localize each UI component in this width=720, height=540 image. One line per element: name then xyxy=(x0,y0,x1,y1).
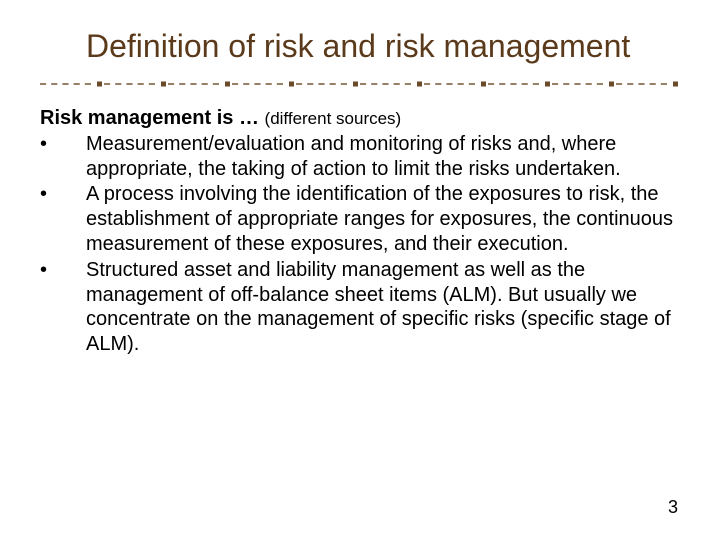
bullet-marker: • xyxy=(40,182,86,207)
slide-title: Definition of risk and risk management xyxy=(86,28,646,65)
bullet-marker: • xyxy=(40,132,86,157)
slide: Definition of risk and risk management R… xyxy=(0,0,720,540)
intro-lead: Risk management is … xyxy=(40,107,265,129)
divider-svg xyxy=(40,79,680,89)
intro-sub: (different sources) xyxy=(265,109,402,128)
bullet-marker: • xyxy=(40,258,86,283)
bullet-list: • Measurement/evaluation and monitoring … xyxy=(40,132,690,357)
page-number: 3 xyxy=(668,497,678,518)
list-item: • Measurement/evaluation and monitoring … xyxy=(40,132,690,182)
list-item: • A process involving the identification… xyxy=(40,182,690,256)
bullet-text: Structured asset and liability managemen… xyxy=(86,258,690,357)
bullet-text: A process involving the identification o… xyxy=(86,182,690,256)
divider xyxy=(40,79,680,89)
bullet-text: Measurement/evaluation and monitoring of… xyxy=(86,132,690,182)
intro-line: Risk management is … (different sources) xyxy=(40,107,690,130)
list-item: • Structured asset and liability managem… xyxy=(40,258,690,357)
